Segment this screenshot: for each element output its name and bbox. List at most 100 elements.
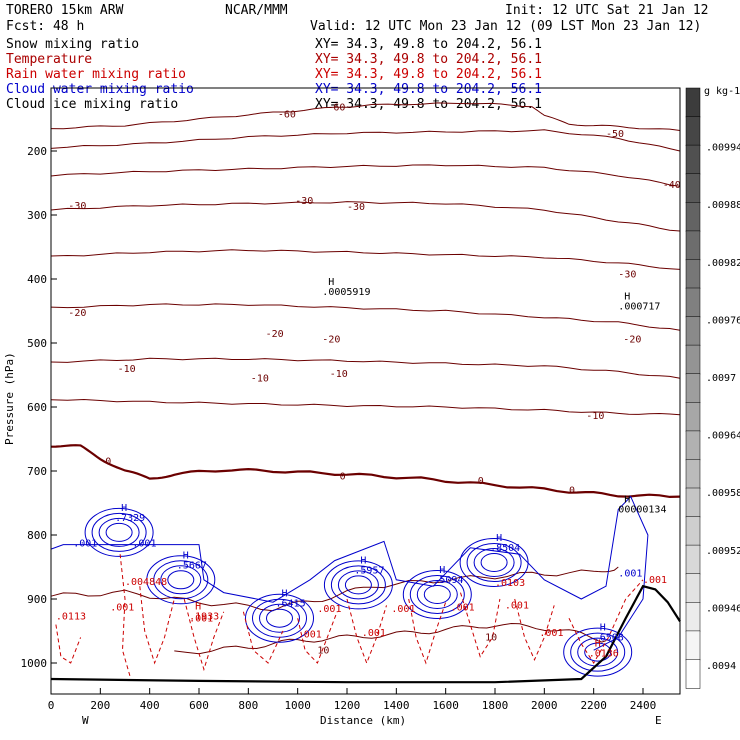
temperature-contour-label: -20 (68, 308, 86, 319)
legend: Snow mixing ratio XY= 34.3, 49.8 to 204.… (6, 37, 542, 112)
rain-label: .001 (362, 628, 386, 639)
rain-label: .001 (505, 601, 529, 612)
cloud-water-contours (50, 495, 649, 677)
colorbar-segment (685, 459, 701, 489)
temperature-contour-line (50, 444, 681, 499)
rain-label: .001 (643, 575, 667, 586)
cloud-water-label-max-marker: H (360, 555, 366, 566)
cloud-water-contour (323, 560, 393, 610)
cloud-water-contour (98, 517, 140, 547)
temperature-contour-line (50, 201, 681, 232)
temperature-contour-label: -50 (606, 129, 624, 140)
cloud-water-label: .5094 (433, 575, 463, 586)
colorbar-tick-label: .00958 (706, 488, 740, 499)
colorbar: g kg-1 .0094 .00946 .00952 .00958 .00964 .009… (685, 86, 740, 689)
colorbar-unit: g kg-1 (704, 86, 740, 97)
x-tick-label: 800 (238, 699, 258, 712)
x-tick-label: 200 (90, 699, 110, 712)
colorbar-segment (685, 487, 701, 518)
rain-label: .001 (391, 604, 415, 615)
temperature-contour-label: -60 (278, 110, 296, 121)
rain-contour-line (242, 611, 284, 664)
rain-label-max-marker: H (595, 639, 601, 650)
cloud-water-contour (423, 585, 451, 604)
temperature-contour-label: 10 (317, 645, 329, 656)
cloud-water-label-max-marker: H (496, 533, 502, 544)
contour-labels: -60 -60 -50 -40 -30 -30 -30 -30 -20 -20 -20 -20 -10 -… (56, 103, 681, 660)
cloud-water-label-max-marker: H (439, 565, 445, 576)
cloud-water-contour (584, 642, 612, 662)
x-axis-east-label: E (655, 714, 662, 727)
warm-temperature-contours (50, 566, 619, 655)
cloud-water-contour (160, 565, 202, 595)
rain-label: .0113 (56, 612, 86, 623)
y-axis-label: Pressure (hPa) (3, 352, 16, 445)
x-tick-label: 0 (48, 699, 55, 712)
cloud-water-label-max-marker: H (121, 503, 127, 514)
terrain-profile-line (50, 584, 681, 684)
cloud-water-label-max-marker: H (600, 623, 606, 634)
cloud-water-label: .7329 (115, 513, 145, 524)
colorbar-segment (685, 516, 701, 546)
y-tick-label: 400 (27, 273, 47, 286)
temperature-contour-label: -10 (251, 373, 269, 384)
legend-name-cloud-water: Cloud water mixing ratio (6, 82, 194, 97)
rain-contour-line (183, 598, 225, 672)
legend-name-snow: Snow mixing ratio (6, 37, 139, 52)
warm-temperature-contour-line (50, 566, 619, 612)
valid-time-label: Valid: 12 UTC Mon 23 Jan 12 (09 LST Mon … (310, 19, 701, 34)
temperature-contour-line (50, 102, 681, 131)
colorbar-segment (685, 202, 701, 232)
terrain-line (50, 584, 681, 684)
rain-contour-line (346, 598, 387, 665)
temperature-contour-label: -40 (663, 180, 681, 191)
warm-temperature-contour-line (174, 622, 607, 655)
rain-contour-line (460, 592, 501, 658)
temperature-contour-line (50, 398, 681, 416)
cloud-water-contour (402, 570, 472, 619)
x-tick-label: 2000 (531, 699, 558, 712)
rain-contour-line (139, 586, 175, 665)
temperature-contour-label: -20 (623, 334, 641, 345)
rain-label: .001 (110, 603, 134, 614)
rain-label-max-marker: H (195, 602, 201, 613)
colorbar-tick-label: .00946 (706, 603, 740, 614)
colorbar-segment (685, 344, 701, 375)
rain-label: .001 (189, 613, 213, 624)
legend-xy-snow: XY= 34.3, 49.8 to 204.2, 56.1 (315, 37, 542, 52)
plot-frame (50, 87, 681, 695)
cloud-water-contour (146, 555, 216, 605)
temperature-contour-label: 0 (478, 476, 484, 487)
cloud-water-contour (563, 627, 633, 677)
temperature-contour-line (50, 129, 681, 152)
legend-xy-cloud-water: XY= 34.3, 49.8 to 204.2, 56.1 (315, 82, 542, 97)
x-axis-west-label: W (82, 714, 89, 727)
colorbar-segment (685, 430, 701, 461)
temperature-contour-label: 0 (105, 457, 111, 468)
rain-contour-line (568, 579, 644, 664)
temperature-contour-line (50, 357, 681, 379)
plot-area: -60 -60 -50 -40 -30 -30 -30 -30 -20 -20 -20 -20 -10 -… (21, 87, 681, 712)
cloud-water-contour (577, 637, 619, 667)
temperature-contour-label: -10 (330, 369, 348, 380)
cloud-water-label-max-marker: H (183, 550, 189, 561)
cloud-water-contour (266, 608, 293, 628)
colorbar-segment (685, 173, 701, 204)
temperature-contour-label: 10 (485, 633, 497, 644)
model-title: TORERO 15km ARW (6, 3, 124, 18)
rain-contours (55, 554, 644, 676)
x-tick-label: 1600 (432, 699, 459, 712)
cloud-water-label: .001 (132, 539, 156, 550)
temperature-contour-label: -20 (322, 334, 340, 345)
temperature-contour-label: 0 (569, 485, 575, 496)
cloud-water-contour (259, 603, 300, 633)
colorbar-segment (685, 144, 701, 175)
x-tick-label: 400 (140, 699, 160, 712)
colorbar-segment (685, 659, 701, 689)
rain-contour-line (514, 598, 555, 662)
cloud-water-contour (409, 575, 465, 614)
cloud-ice-max-label-max-marker: H (624, 495, 630, 506)
x-tick-label: 2200 (580, 699, 607, 712)
temperature-contour-label: 0 (340, 471, 346, 482)
cloud-water-contour (245, 593, 314, 643)
